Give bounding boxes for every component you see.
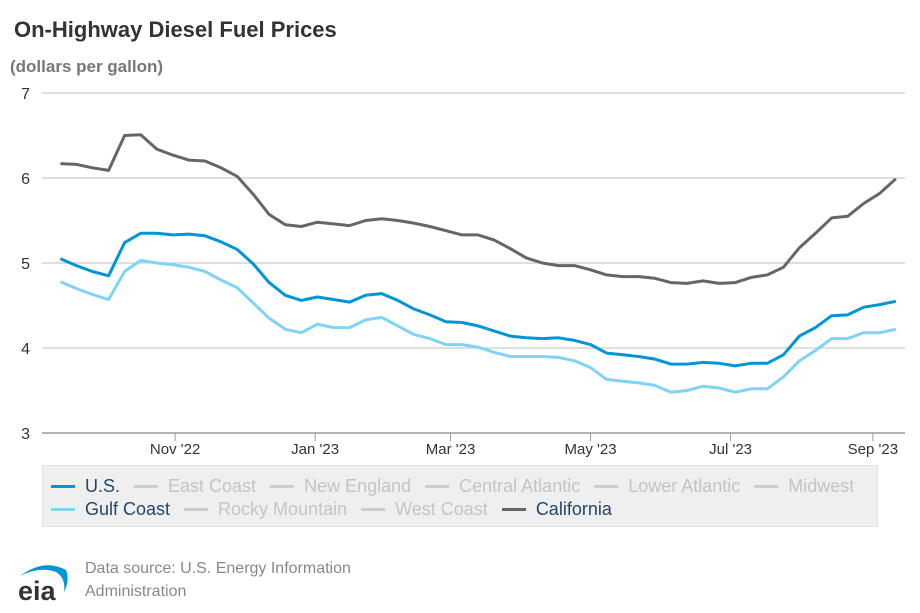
legend-item-new-england[interactable]: New England (270, 476, 411, 497)
chart-title: On-Highway Diesel Fuel Prices (14, 17, 337, 42)
legend: U.S. East Coast New England Central Atlanti… (42, 465, 878, 527)
y-tick-label: 4 (21, 341, 30, 358)
legend-item-east-coast[interactable]: East Coast (134, 476, 256, 497)
legend-swatch (501, 508, 526, 511)
y-tick-label: 7 (21, 86, 30, 103)
legend-swatch (134, 485, 159, 488)
legend-item-gulf-coast[interactable]: Gulf Coast (51, 499, 170, 520)
y-tick-label: 3 (21, 426, 30, 443)
legend-item-west-coast[interactable]: West Coast (361, 499, 488, 520)
x-tick-label: Jan '23 (291, 441, 339, 458)
legend-swatch (361, 508, 386, 511)
legend-row: U.S. East Coast New England Central Atlanti… (51, 475, 877, 498)
data-source: Data source: U.S. Energy Information Adm… (85, 560, 351, 600)
svg-text:eia: eia (18, 576, 57, 604)
y-tick-label: 6 (21, 171, 30, 188)
series-line-gulf-coast (59, 258, 897, 394)
legend-item-central-atlantic[interactable]: Central Atlantic (425, 476, 580, 497)
x-tick-label: Sep '23 (848, 441, 898, 458)
legend-swatch (270, 485, 295, 488)
legend-label: Central Atlantic (459, 476, 581, 496)
legend-item-u-s[interactable]: U.S. (51, 476, 120, 497)
legend-swatch (594, 485, 619, 488)
eia-logo: eia (18, 565, 68, 604)
legend-label: Midwest (788, 476, 855, 496)
legend-row: Gulf Coast Rocky Mountain West Coast Califo… (51, 498, 877, 521)
legend-item-midwest[interactable]: Midwest (754, 476, 854, 497)
legend-label: U.S. (85, 476, 121, 496)
y-tick-label: 5 (21, 256, 30, 273)
legend-swatch (425, 485, 450, 488)
x-tick-label: Nov '22 (150, 441, 200, 458)
legend-label: Gulf Coast (85, 499, 171, 519)
legend-label: West Coast (395, 499, 488, 519)
legend-swatch (51, 485, 75, 488)
legend-swatch (51, 508, 75, 511)
legend-swatch (754, 485, 779, 488)
legend-swatch (184, 508, 209, 511)
x-tick-label: May '23 (565, 441, 617, 458)
legend-label: Lower Atlantic (628, 476, 741, 496)
legend-item-lower-atlantic[interactable]: Lower Atlantic (594, 476, 740, 497)
x-tick-label: Mar '23 (426, 441, 476, 458)
legend-label: California (535, 499, 612, 519)
chart-subtitle: (dollars per gallon) (10, 57, 164, 76)
series-line-u-s (59, 231, 897, 368)
legend-label: East Coast (168, 476, 257, 496)
legend-label: Rocky Mountain (218, 499, 348, 519)
series-line-california (60, 133, 897, 285)
x-tick-label: Jul '23 (709, 441, 752, 458)
legend-item-california[interactable]: California (501, 499, 612, 520)
legend-item-rocky-mountain[interactable]: Rocky Mountain (184, 499, 347, 520)
legend-label: New England (304, 476, 412, 496)
